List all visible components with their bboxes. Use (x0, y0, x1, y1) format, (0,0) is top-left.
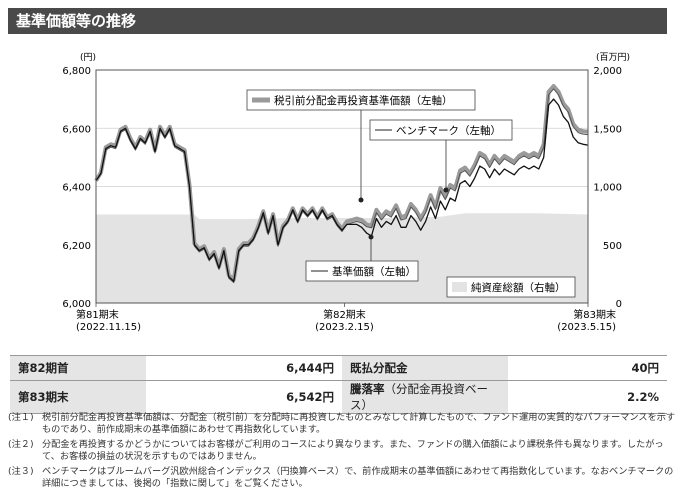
summary-value-distribution: 40円 (508, 355, 667, 381)
x-tick-label: 第82期末 (323, 308, 366, 321)
summary-value-change-rate: 2.2% (508, 380, 667, 414)
right-tick-label: 500 (603, 241, 622, 252)
summary-value-period-end: 6,542円 (146, 380, 342, 414)
left-axis-ticks: 6,000 6,200 6,400 6,600 6,800 (62, 66, 91, 310)
left-tick-label: 6,600 (62, 124, 91, 135)
right-tick-label: 2,000 (593, 66, 622, 77)
x-tick-date: (2023.2.15) (315, 322, 374, 333)
left-axis-unit: (円) (80, 52, 96, 63)
summary-label-period-start: 第82期首 (10, 355, 146, 381)
summary-label-period-end: 第83期末 (10, 380, 146, 414)
note-text: 分配金を再投資するかどうかについてはお客様がご利用のコースにより異なります。また… (42, 439, 664, 462)
note-text: 税引前分配金再投資基準価額は、分配金（税引前）を分配時に再投資したものとみなして… (42, 412, 676, 435)
section-title: 基準価額等の推移 (8, 8, 667, 34)
note-number: (注１) (8, 412, 34, 423)
right-axis-ticks: 0 500 1,000 1,500 2,000 (593, 66, 622, 310)
summary-row: 第82期首 6,444円 既払分配金 40円 (10, 355, 667, 381)
note-item: (注３) ベンチマークはブルームバーグ汎欧州総合インデックス（円換算ベース）で、… (8, 466, 676, 490)
callout-dot-benchmark (443, 187, 449, 193)
legend-label-nav: 基準価額（左軸） (332, 265, 416, 278)
right-tick-label: 1,000 (593, 183, 622, 194)
note-number: (注３) (8, 466, 34, 477)
series-line-benchmark (95, 88, 589, 284)
legend-box-benchmark (369, 119, 513, 141)
notes-section: (注１) 税引前分配金再投資基準価額は、分配金（税引前）を分配時に再投資したもの… (8, 412, 676, 493)
callout-dot-reinvest (358, 197, 364, 203)
x-tick-date: (2022.11.15) (76, 322, 141, 333)
right-tick-label: 1,500 (593, 124, 622, 135)
series-line-nav (95, 98, 589, 282)
x-tick-label: 第81期末 (76, 308, 119, 321)
legend-box-assets (446, 276, 576, 298)
x-tick-date: (2023.5.15) (557, 322, 616, 333)
left-tick-label: 6,400 (62, 183, 91, 194)
left-tick-label: 6,200 (62, 241, 91, 252)
legend-label-benchmark: ベンチマーク（左軸） (396, 124, 501, 137)
plot-frame (95, 69, 589, 304)
right-tick-label: 0 (616, 299, 622, 310)
callout-dot-nav (368, 234, 374, 240)
note-number: (注２) (8, 439, 34, 450)
summary-label-change-rate: 騰落率（分配金再投資ベース） (342, 380, 508, 414)
x-axis-ticks: 第81期末(2022.11.15) 第82期末(2023.2.15) 第83期末(2… (76, 303, 616, 333)
left-tick-label: 6,000 (62, 299, 91, 310)
change-rate-sublabel: （分配金再投資ベース） (350, 382, 488, 412)
price-chart: (円) (百万円) 6,000 6,200 6,400 6,600 6,800 0 500… (62, 52, 630, 333)
legend-label-reinvest: 税引前分配金再投資基準価額（左軸） (274, 94, 453, 107)
x-tick-label: 第83期末 (573, 308, 616, 321)
legend-swatch-assets (452, 282, 467, 292)
series-line-reinvest (94, 84, 589, 282)
left-tick-label: 6,800 (62, 66, 91, 77)
legend-box-nav (305, 260, 419, 282)
legend-label-assets: 純資産総額（右軸） (471, 281, 566, 294)
right-axis-unit: (百万円) (596, 52, 630, 63)
note-item: (注１) 税引前分配金再投資基準価額は、分配金（税引前）を分配時に再投資したもの… (8, 412, 676, 436)
note-item: (注２) 分配金を再投資するかどうかについてはお客様がご利用のコースにより異なり… (8, 439, 676, 463)
summary-value-period-start: 6,444円 (146, 355, 342, 381)
summary-row: 第83期末 6,542円 騰落率（分配金再投資ベース） 2.2% (10, 380, 667, 414)
change-rate-label: 騰落率 (350, 382, 385, 396)
lines-layer (94, 84, 589, 284)
legend-box-reinvest (246, 89, 476, 111)
note-text: ベンチマークはブルームバーグ汎欧州総合インデックス（円換算ベース）で、前作成期末… (42, 466, 674, 489)
summary-table: 第82期首 6,444円 既払分配金 40円 第83期末 6,542円 騰落率（… (10, 355, 667, 414)
summary-label-distribution: 既払分配金 (342, 355, 508, 381)
